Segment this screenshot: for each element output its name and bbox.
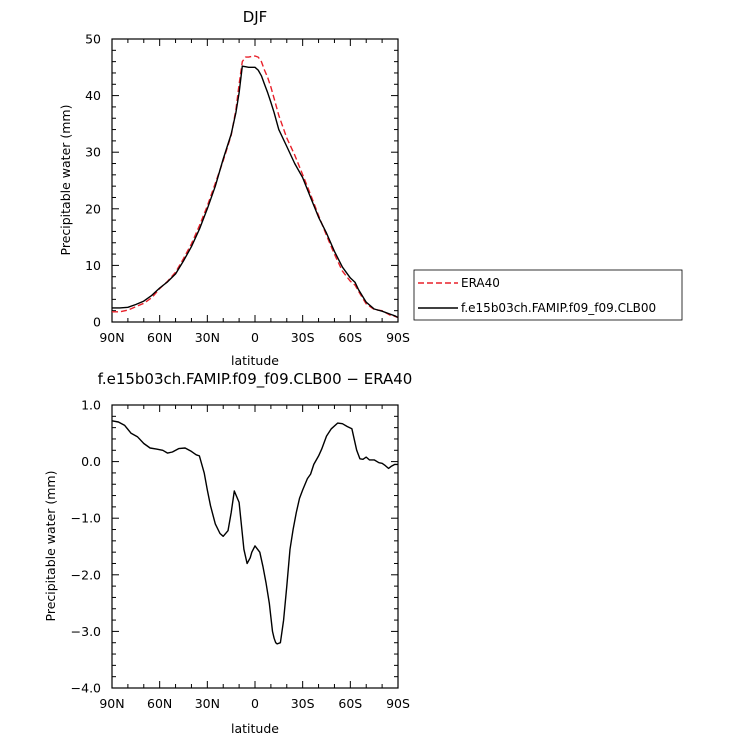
- top-y-tick-label: 50: [85, 32, 101, 47]
- bottom-x-tick-label: 90N: [99, 696, 124, 711]
- bottom-y-tick-label: 1.0: [81, 398, 101, 413]
- top-series-lines: [112, 55, 399, 319]
- top-y-axis-label: Precipitable water (mm): [58, 105, 73, 256]
- top-x-tick-label: 60N: [147, 330, 172, 345]
- bottom-x-tick-label: 0: [251, 696, 259, 711]
- bottom-chart-title: f.e15b03ch.FAMIP.f09_f09.CLB00 − ERA40: [98, 370, 413, 389]
- top-y-tick-label: 0: [93, 315, 101, 330]
- top-x-tick-label: 60S: [338, 330, 362, 345]
- top-plot-frame: [111, 38, 399, 323]
- top-y-tick-label: 30: [85, 145, 101, 160]
- bottom-y-tick-label: 0.0: [81, 454, 101, 469]
- top-series-line-0: [112, 55, 399, 319]
- top-y-tick-label: 40: [85, 88, 101, 103]
- legend: ERA40 f.e15b03ch.FAMIP.f09_f09.CLB00: [413, 269, 683, 321]
- top-chart: DJF 90N 60N 30N 0 30S 60S 90S 0 10 20 30 40 50 latit…: [58, 8, 410, 368]
- bottom-y-tick-label: −2.0: [71, 567, 101, 582]
- bottom-x-tick-label: 30N: [195, 696, 220, 711]
- top-x-tick-label: 90N: [99, 330, 124, 345]
- top-x-tick-label: 30S: [291, 330, 315, 345]
- bottom-series-lines: [111, 420, 398, 645]
- legend-label-era40: ERA40: [461, 276, 500, 290]
- bottom-y-tick-label: −3.0: [71, 624, 101, 639]
- legend-label-model: f.e15b03ch.FAMIP.f09_f09.CLB00: [461, 301, 656, 315]
- bottom-x-tick-label: 30S: [291, 696, 315, 711]
- bottom-x-tick-label: 90S: [386, 696, 410, 711]
- bottom-y-tick-label: −1.0: [71, 511, 101, 526]
- bottom-x-tick-label: 60N: [147, 696, 172, 711]
- top-series-line-1: [112, 65, 399, 319]
- bottom-y-tick-label: −4.0: [71, 681, 101, 696]
- bottom-y-axis-label: Precipitable water (mm): [43, 471, 58, 622]
- legend-frame: [413, 269, 683, 321]
- top-y-tick-label: 10: [85, 258, 101, 273]
- bottom-series-line-0: [111, 420, 398, 645]
- bottom-x-tick-label: 60S: [338, 696, 362, 711]
- top-x-tick-label: 0: [251, 330, 259, 345]
- top-axis-ticks: 90N 60N 30N 0 30S 60S 90S 0 10 20 30 40 50: [85, 32, 410, 346]
- top-x-tick-label: 90S: [386, 330, 410, 345]
- top-chart-title: DJF: [243, 8, 268, 26]
- bottom-x-axis-label: latitude: [231, 721, 279, 736]
- top-x-axis-label: latitude: [231, 353, 279, 368]
- top-x-tick-label: 30N: [195, 330, 220, 345]
- top-y-tick-label: 20: [85, 201, 101, 216]
- bottom-chart: f.e15b03ch.FAMIP.f09_f09.CLB00 − ERA40 9…: [43, 370, 412, 736]
- bottom-axis-ticks: 90N 60N 30N 0 30S 60S 90S 1.0 0.0 −1.0 −2.0 −3.0 −4.…: [71, 398, 410, 712]
